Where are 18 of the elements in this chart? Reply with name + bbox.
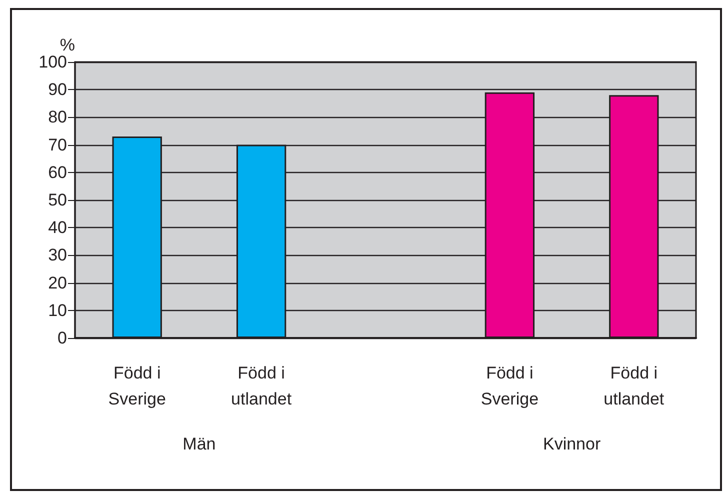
y-tick-label: 100: [38, 52, 67, 72]
y-tick-label: 10: [48, 300, 67, 320]
x-tick-label: Född i Sverige: [108, 364, 166, 408]
y-tick-label: 20: [48, 273, 67, 292]
x-tick-label: Född i Sverige: [480, 364, 539, 408]
y-tick-label: 80: [48, 108, 67, 127]
y-tick-label: 60: [48, 162, 67, 182]
y-tick-label: 50: [48, 190, 67, 210]
y-tick-label: 0: [58, 328, 67, 348]
y-tick-label: 90: [48, 80, 67, 100]
x-tick-label: Född i utlandet: [604, 364, 664, 408]
x-tick-label: Född i utlandet: [231, 364, 292, 408]
text: Män: [182, 434, 216, 454]
y-tick-label: 30: [48, 246, 67, 265]
y-tick-label: 40: [48, 218, 67, 238]
text: Kvinnor: [542, 434, 601, 454]
y-tick-label: 70: [48, 135, 67, 154]
y-axis-title: %: [60, 36, 75, 55]
